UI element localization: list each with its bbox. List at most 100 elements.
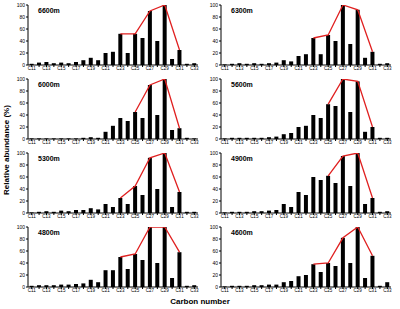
svg-text:40: 40: [19, 38, 25, 44]
svg-text:0: 0: [215, 62, 218, 68]
svg-text:C17: C17: [265, 214, 274, 219]
svg-text:60: 60: [19, 248, 25, 254]
svg-text:C27: C27: [339, 66, 348, 71]
svg-text:C13: C13: [42, 66, 51, 71]
svg-text:C11: C11: [28, 66, 36, 71]
svg-text:20: 20: [19, 124, 25, 130]
svg-text:C23: C23: [309, 214, 318, 219]
svg-text:40: 40: [19, 112, 25, 118]
svg-text:C15: C15: [57, 214, 66, 219]
svg-text:C19: C19: [87, 140, 96, 145]
svg-text:C19: C19: [280, 66, 289, 71]
svg-text:C11: C11: [221, 288, 229, 293]
svg-text:C29: C29: [161, 288, 170, 293]
svg-text:C27: C27: [146, 288, 155, 293]
svg-text:C23: C23: [309, 288, 318, 293]
svg-text:C25: C25: [131, 214, 140, 219]
svg-text:0: 0: [22, 284, 25, 290]
svg-text:C21: C21: [294, 288, 303, 293]
svg-text:40: 40: [212, 260, 218, 266]
svg-text:0: 0: [22, 62, 25, 68]
svg-text:C15: C15: [250, 140, 259, 145]
svg-text:C11: C11: [221, 66, 229, 71]
svg-text:40: 40: [212, 112, 218, 118]
svg-text:C17: C17: [72, 140, 81, 145]
svg-text:60: 60: [19, 26, 25, 32]
svg-text:0: 0: [215, 136, 218, 142]
svg-text:20: 20: [212, 198, 218, 204]
svg-text:C21: C21: [101, 66, 110, 71]
svg-text:C33: C33: [383, 140, 392, 145]
svg-text:C13: C13: [42, 288, 51, 293]
svg-text:C15: C15: [57, 66, 66, 71]
svg-text:0: 0: [215, 284, 218, 290]
svg-text:100: 100: [210, 2, 219, 8]
svg-text:100: 100: [17, 150, 26, 156]
svg-text:C23: C23: [309, 140, 318, 145]
svg-text:C17: C17: [72, 288, 81, 293]
svg-text:20: 20: [19, 50, 25, 56]
svg-text:C19: C19: [87, 66, 96, 71]
svg-text:C25: C25: [131, 140, 140, 145]
svg-text:C17: C17: [265, 66, 274, 71]
svg-text:C27: C27: [146, 214, 155, 219]
svg-text:100: 100: [210, 224, 219, 230]
svg-text:C17: C17: [265, 288, 274, 293]
svg-text:C33: C33: [383, 66, 392, 71]
svg-text:C27: C27: [339, 214, 348, 219]
svg-text:40: 40: [19, 186, 25, 192]
svg-text:C33: C33: [190, 288, 199, 293]
svg-text:C19: C19: [87, 288, 96, 293]
svg-text:C21: C21: [294, 66, 303, 71]
svg-text:C33: C33: [383, 288, 392, 293]
svg-text:C27: C27: [339, 288, 348, 293]
svg-text:C11: C11: [221, 214, 229, 219]
svg-text:C17: C17: [265, 140, 274, 145]
svg-text:80: 80: [212, 236, 218, 242]
svg-text:20: 20: [212, 272, 218, 278]
svg-text:C19: C19: [280, 214, 289, 219]
svg-text:C21: C21: [101, 214, 110, 219]
svg-text:C23: C23: [116, 288, 125, 293]
svg-text:20: 20: [212, 50, 218, 56]
svg-text:C29: C29: [161, 214, 170, 219]
svg-text:C21: C21: [101, 288, 110, 293]
svg-text:60: 60: [19, 174, 25, 180]
svg-text:C33: C33: [383, 214, 392, 219]
svg-text:C25: C25: [324, 66, 333, 71]
svg-text:60: 60: [19, 100, 25, 106]
svg-text:C17: C17: [72, 214, 81, 219]
svg-text:C19: C19: [87, 214, 96, 219]
svg-text:C23: C23: [116, 66, 125, 71]
svg-text:20: 20: [19, 272, 25, 278]
svg-text:C21: C21: [294, 140, 303, 145]
svg-text:C15: C15: [250, 214, 259, 219]
svg-text:C11: C11: [28, 214, 36, 219]
svg-text:80: 80: [212, 162, 218, 168]
svg-text:C21: C21: [101, 140, 110, 145]
svg-text:C13: C13: [235, 288, 244, 293]
svg-text:80: 80: [212, 88, 218, 94]
svg-text:80: 80: [19, 88, 25, 94]
svg-text:C25: C25: [324, 140, 333, 145]
svg-text:C29: C29: [354, 66, 363, 71]
svg-text:C13: C13: [235, 214, 244, 219]
svg-text:C15: C15: [250, 66, 259, 71]
svg-text:C31: C31: [368, 214, 377, 219]
svg-text:40: 40: [19, 260, 25, 266]
svg-text:C23: C23: [116, 140, 125, 145]
svg-text:C11: C11: [28, 288, 36, 293]
svg-text:C27: C27: [339, 140, 348, 145]
svg-text:C23: C23: [116, 214, 125, 219]
svg-text:C29: C29: [161, 66, 170, 71]
svg-text:60: 60: [212, 100, 218, 106]
svg-text:C33: C33: [190, 214, 199, 219]
svg-text:C15: C15: [250, 288, 259, 293]
svg-text:C19: C19: [280, 140, 289, 145]
svg-text:C31: C31: [368, 66, 377, 71]
svg-text:C13: C13: [42, 214, 51, 219]
svg-text:C31: C31: [175, 66, 184, 71]
svg-text:100: 100: [210, 150, 219, 156]
svg-text:C33: C33: [190, 140, 199, 145]
svg-text:C11: C11: [221, 140, 229, 145]
